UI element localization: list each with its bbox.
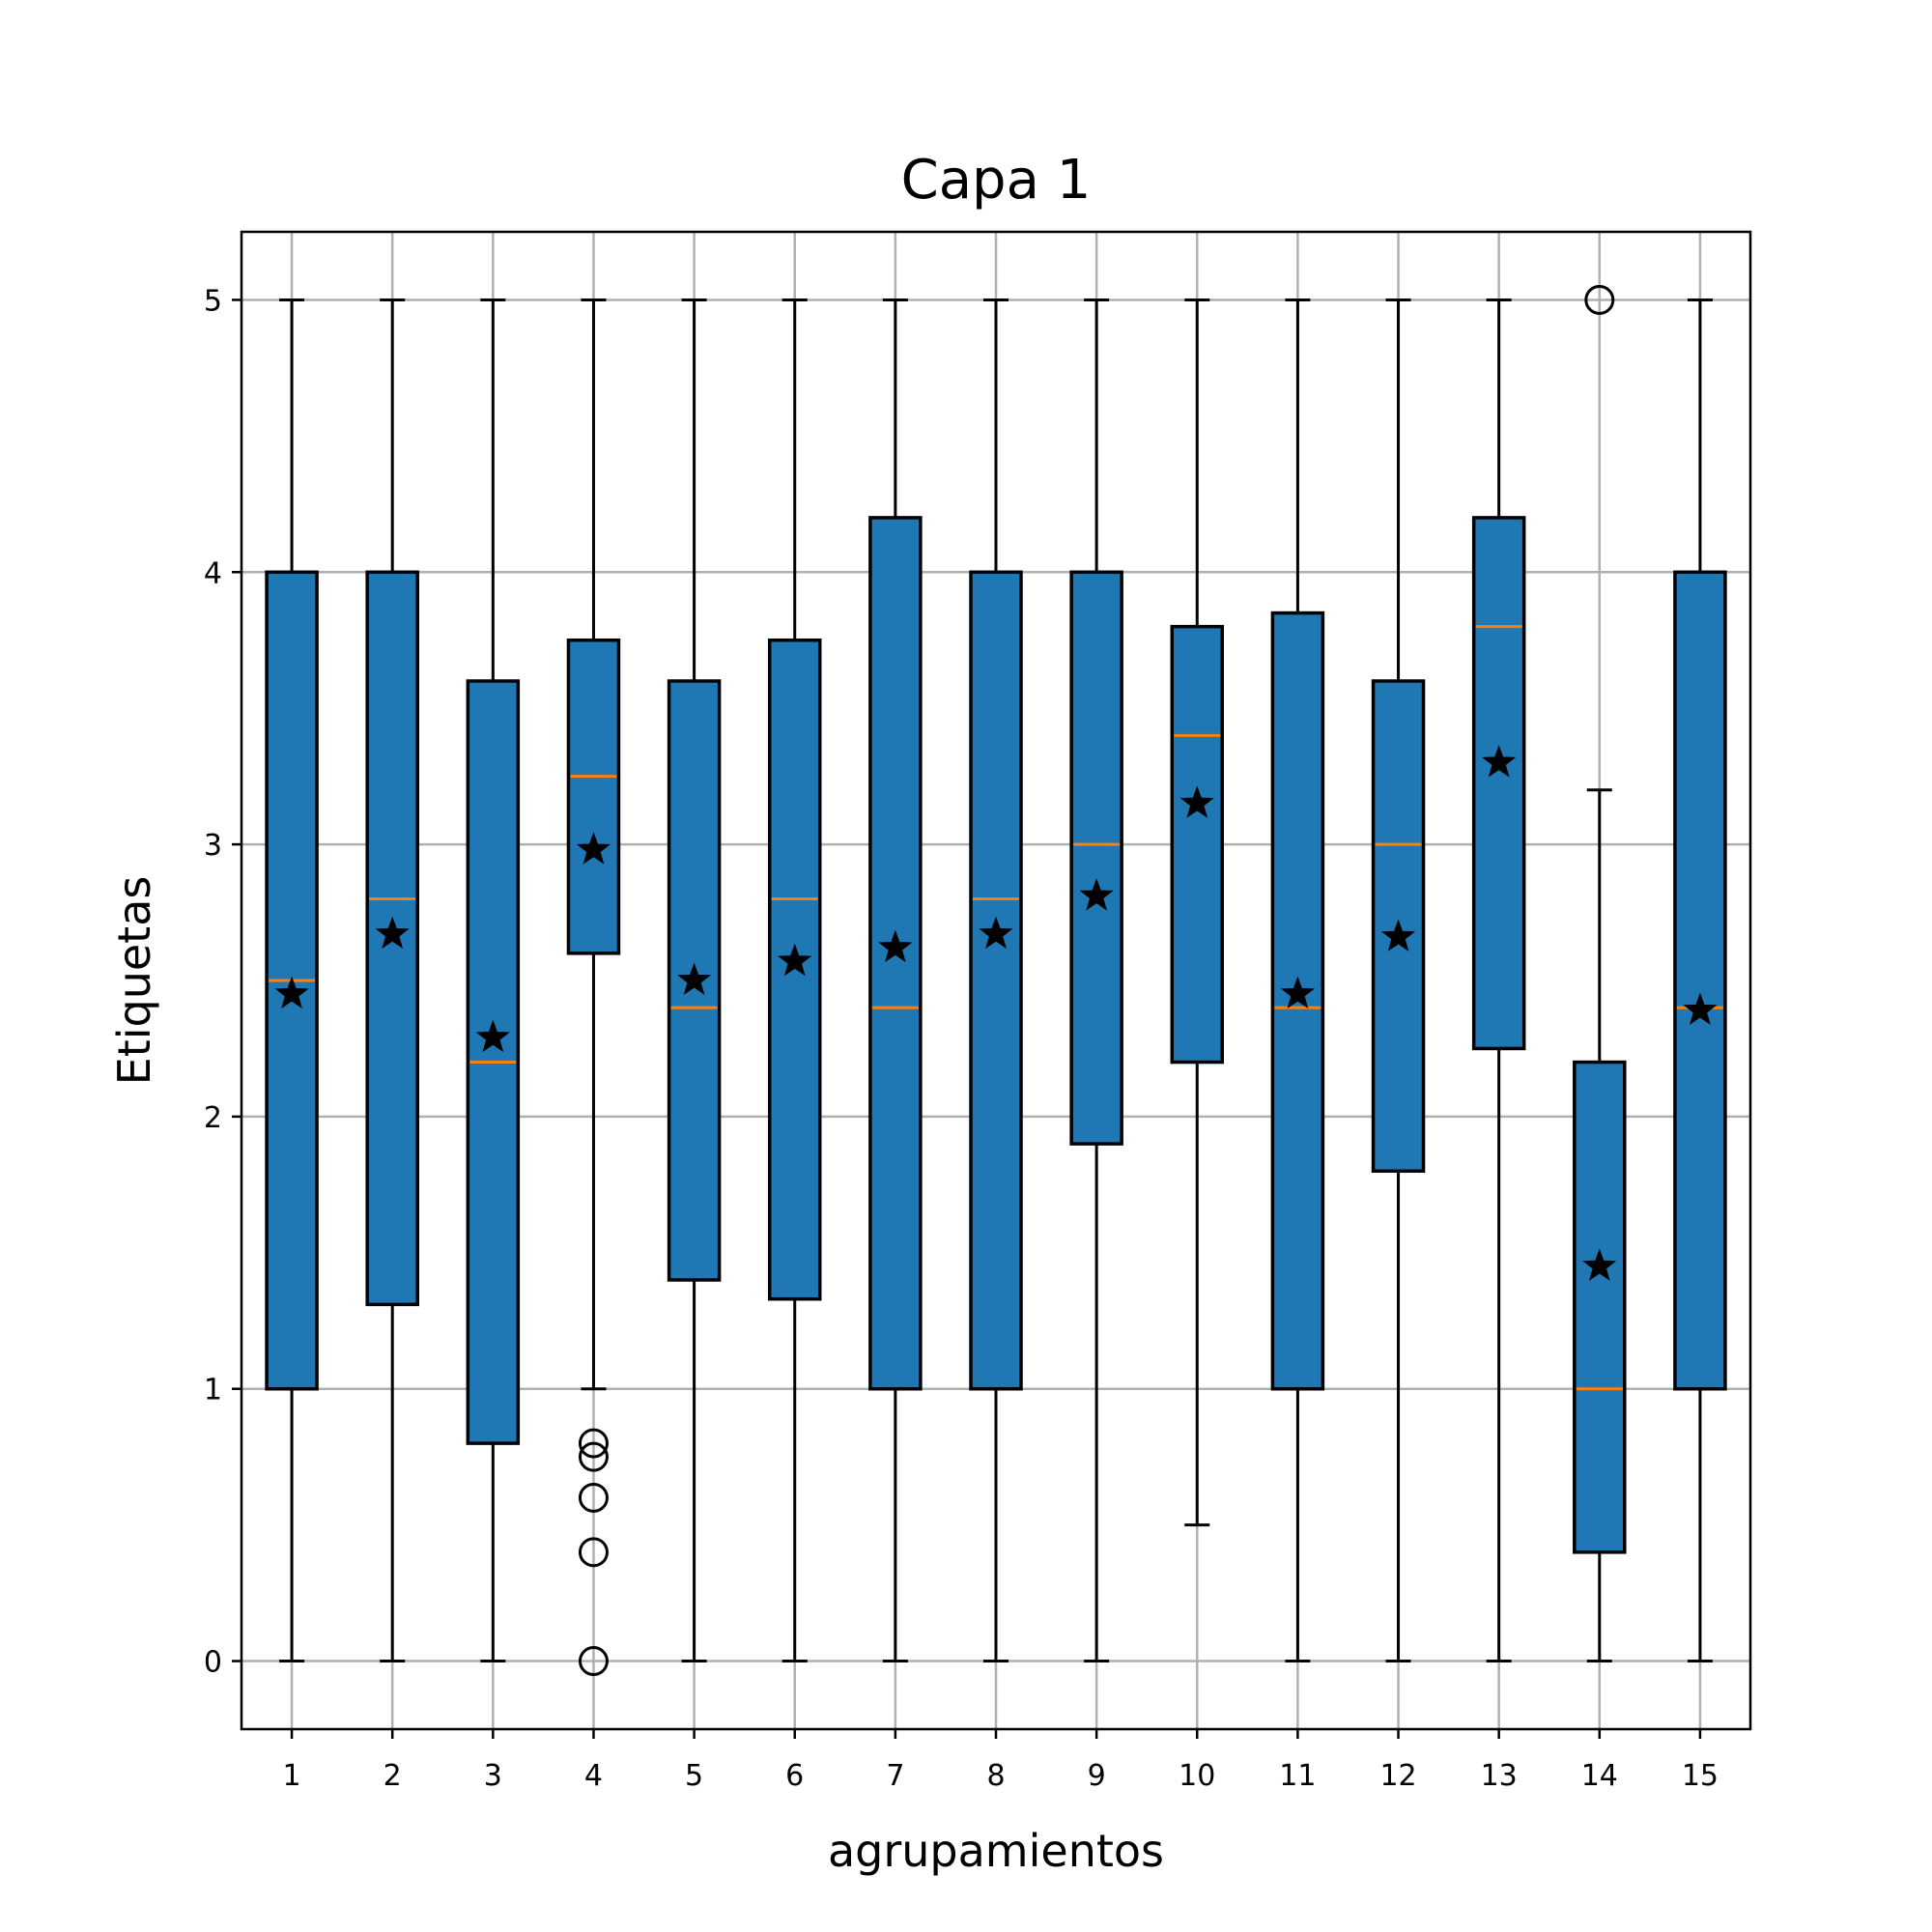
x-tick-label: 13 [1481, 1759, 1518, 1793]
box-group [667, 298, 722, 1663]
outlier-point [578, 1428, 609, 1459]
mean-marker [677, 962, 712, 995]
y-axis-label: Etiquetas [108, 876, 160, 1086]
mean-marker [778, 943, 812, 977]
mean-marker [1280, 976, 1315, 1009]
y-tick-label: 2 [204, 1101, 222, 1135]
mean-marker [475, 1019, 510, 1053]
box-group [1270, 298, 1325, 1663]
mean-marker [878, 929, 913, 963]
box-group [365, 298, 419, 1663]
mean-marker [1482, 745, 1517, 778]
x-tick-label: 2 [384, 1759, 402, 1793]
y-tick-label: 3 [204, 829, 222, 863]
x-tick-label: 7 [886, 1759, 904, 1793]
y-tick-label: 1 [204, 1374, 222, 1407]
x-tick-label: 1 [283, 1759, 301, 1793]
box-group [1573, 284, 1627, 1663]
x-axis-label: agrupamientos [828, 1825, 1164, 1877]
x-tick-label: 10 [1179, 1759, 1215, 1793]
mean-marker [1582, 1248, 1617, 1281]
mean-marker [375, 916, 410, 950]
box-group [466, 298, 521, 1663]
box-group [1170, 298, 1225, 1527]
x-tick-label: 8 [986, 1759, 1005, 1793]
iqr-box [767, 638, 822, 1301]
iqr-box [1673, 570, 1727, 1391]
chart-title: Capa 1 [901, 149, 1092, 212]
box-group [566, 298, 621, 1677]
box-group [1069, 298, 1123, 1663]
outlier-point [1584, 284, 1615, 315]
outlier-point [578, 1537, 609, 1568]
x-tick-label: 5 [685, 1759, 703, 1793]
iqr-box [1170, 624, 1225, 1065]
iqr-box [1573, 1060, 1627, 1554]
x-tick-label: 11 [1279, 1759, 1316, 1793]
box-group [767, 298, 822, 1663]
outlier-point [578, 1441, 609, 1472]
mean-marker [274, 976, 309, 1009]
mean-marker [1179, 785, 1214, 818]
x-tick-label: 9 [1088, 1759, 1106, 1793]
y-tick-label: 5 [204, 284, 222, 318]
x-tick-label: 3 [484, 1759, 502, 1793]
y-tick-label: 0 [204, 1646, 222, 1680]
iqr-box [1069, 570, 1123, 1146]
boxes [265, 284, 1727, 1677]
x-tick-label: 6 [785, 1759, 804, 1793]
box-group [1371, 298, 1426, 1663]
iqr-box [969, 570, 1023, 1391]
iqr-box [1471, 516, 1526, 1051]
outlier-point [578, 1482, 609, 1513]
iqr-box [566, 638, 621, 955]
x-tick-label: 12 [1379, 1759, 1416, 1793]
x-tick-label: 4 [584, 1759, 603, 1793]
box-group [265, 298, 319, 1663]
x-tick-label: 15 [1682, 1759, 1719, 1793]
iqr-box [1270, 611, 1325, 1391]
x-tick-label: 14 [1581, 1759, 1618, 1793]
mean-marker [576, 832, 611, 865]
box-group [969, 298, 1023, 1663]
mean-marker [1380, 919, 1416, 952]
mean-marker [1079, 878, 1114, 911]
y-tick-label: 4 [204, 556, 222, 590]
outlier-point [578, 1646, 609, 1677]
box-group [868, 298, 923, 1663]
mean-marker [979, 916, 1013, 950]
box-group [1471, 298, 1526, 1663]
mean-marker [1683, 992, 1718, 1025]
box-group [1673, 298, 1727, 1663]
